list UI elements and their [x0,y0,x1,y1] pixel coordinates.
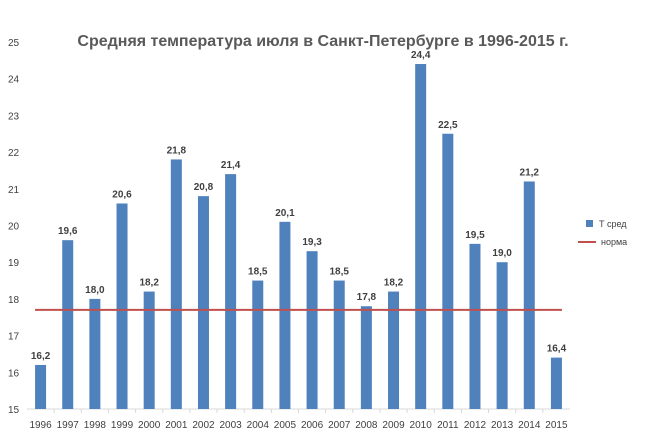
bar-1997 [62,240,74,409]
data-label-2009: 18,2 [384,278,404,289]
bar-1996 [35,364,47,409]
y-tick-label: 23 [8,111,20,122]
data-label-2004: 18,5 [248,267,268,278]
chart-title: Средняя температура июля в Санкт-Петербу… [77,33,568,50]
x-tick-label-2014: 2014 [518,420,541,431]
data-label-2003: 21,4 [221,160,241,171]
x-tick-label-2008: 2008 [355,420,378,431]
x-tick-label-2011: 2011 [437,420,459,431]
x-tick-label-2006: 2006 [301,420,324,431]
x-tick-label-2003: 2003 [220,420,243,431]
data-label-2006: 19,3 [302,237,322,248]
x-tick-label-2004: 2004 [247,420,270,431]
data-label-2000: 18,2 [139,278,159,289]
data-label-2005: 20,1 [275,208,295,219]
y-tick-label: 24 [8,75,20,86]
x-tick-label-2005: 2005 [274,420,297,431]
y-tick-label: 18 [8,295,20,306]
bar-2006 [306,251,318,409]
x-tick-label-2007: 2007 [328,420,351,431]
legend-swatch-t-sred [586,220,593,227]
legend-label-t-sred: Т сред [599,219,627,229]
bar-2001 [170,159,182,409]
x-tick-label-2010: 2010 [410,420,433,431]
x-tick-label-2009: 2009 [382,420,405,431]
x-tick-label-2012: 2012 [464,420,487,431]
y-tick-label: 21 [8,185,20,196]
x-tick-label-1999: 1999 [111,420,134,431]
x-tick-label-2000: 2000 [138,420,161,431]
x-tick-label-2002: 2002 [192,420,215,431]
bar-2003 [225,174,237,409]
bar-2012 [469,243,481,409]
bars: 16,2 19,6 18,0 20,6 18,2 21,8 20,8 21,4 18,5 20,1… [31,50,567,410]
data-label-2014: 21,2 [520,167,540,178]
x-tick-label-1998: 1998 [84,420,107,431]
data-label-1999: 20,6 [112,189,132,200]
data-label-2007: 18,5 [329,267,349,278]
bar-1999 [116,203,128,409]
bar-2002 [197,196,209,409]
legend: Т сред норма [578,219,627,247]
legend-label-norma: норма [601,237,627,247]
x-tick-label-2001: 2001 [165,420,188,431]
y-tick-label: 19 [8,258,20,269]
bar-2015 [550,357,562,409]
x-tick-label-2015: 2015 [545,420,568,431]
bar-2007 [333,280,345,409]
bar-2005 [279,221,291,409]
bar-2000 [143,291,155,409]
data-label-2013: 19,0 [492,248,512,259]
y-tick-label: 20 [8,222,20,233]
bar-2008 [360,306,372,409]
x-tick-label-1997: 1997 [57,420,80,431]
bar-2010 [415,64,427,410]
data-label-2010: 24,4 [411,50,431,61]
data-label-2002: 20,8 [194,182,214,193]
y-tick-label: 22 [8,148,20,159]
bar-2014 [523,181,535,409]
data-label-1996: 16,2 [31,351,51,362]
data-label-2012: 19,5 [465,230,485,241]
data-label-2001: 21,8 [167,145,187,156]
bar-2011 [442,133,454,409]
bar-2009 [388,291,400,409]
data-label-1998: 18,0 [85,285,105,296]
y-tick-label: 25 [8,38,20,49]
bar-2004 [252,280,264,409]
data-label-2015: 16,4 [547,344,567,355]
x-tick-label-1996: 1996 [29,420,52,431]
y-tick-label: 16 [8,368,20,379]
bar-2013 [496,262,508,409]
x-tick-label-2013: 2013 [491,420,514,431]
y-tick-label: 17 [8,332,20,343]
data-label-2008: 17,8 [357,292,377,303]
data-label-2011: 22,5 [438,120,458,131]
y-tick-label: 15 [8,405,20,416]
bar-1998 [89,298,101,409]
data-label-1997: 19,6 [58,226,78,237]
